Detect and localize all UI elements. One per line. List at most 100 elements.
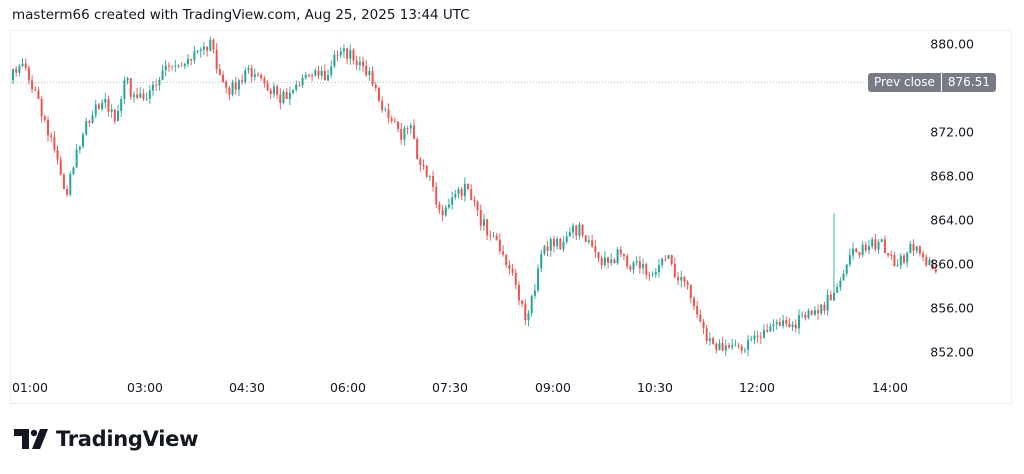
candle-body <box>272 86 275 94</box>
candle-body <box>899 255 902 266</box>
candle <box>508 260 511 275</box>
candle <box>661 257 664 269</box>
candle <box>202 42 205 55</box>
candle-body <box>333 55 336 67</box>
candle-body <box>158 79 161 86</box>
candle <box>113 108 116 125</box>
candle-body <box>285 91 288 99</box>
candle <box>43 114 46 123</box>
candle <box>858 251 861 259</box>
candle-body <box>667 255 670 259</box>
candle-body <box>164 65 167 71</box>
candle-body <box>912 243 915 251</box>
candle-body <box>817 310 820 314</box>
candle <box>880 238 883 243</box>
candle-body <box>836 287 839 293</box>
chart-pane[interactable] <box>10 30 1012 404</box>
candle <box>320 66 323 80</box>
candle-body <box>546 246 549 251</box>
candle <box>883 235 886 254</box>
candle-body <box>896 265 899 267</box>
candle-body <box>642 264 645 269</box>
candle <box>336 50 339 62</box>
candle <box>428 174 431 182</box>
candle-body <box>85 121 88 135</box>
candle-body <box>132 94 135 97</box>
candle-body <box>330 66 333 76</box>
candle-body <box>428 176 431 177</box>
candle-body <box>288 92 291 99</box>
candle-body <box>454 193 457 198</box>
candle <box>756 331 759 343</box>
candle <box>467 183 470 190</box>
candle-body <box>858 252 861 256</box>
candle-body <box>801 314 804 316</box>
candle-body <box>346 48 349 59</box>
candle <box>365 59 368 78</box>
candle <box>241 74 244 85</box>
candle <box>78 145 81 154</box>
candle-body <box>339 51 342 56</box>
candle <box>406 126 409 135</box>
candle <box>444 205 447 217</box>
candle <box>314 68 317 77</box>
candle <box>355 55 358 70</box>
candle-body <box>737 345 740 347</box>
candle <box>629 264 632 273</box>
candle <box>222 70 225 84</box>
candle <box>540 249 543 273</box>
candle <box>381 96 384 113</box>
candle-body <box>276 86 279 95</box>
candle-body <box>603 257 606 266</box>
candle-body <box>266 83 269 91</box>
candle <box>110 104 113 118</box>
candle-body <box>657 265 660 273</box>
candle <box>470 184 473 201</box>
candle-body <box>486 219 489 236</box>
candle <box>778 317 781 327</box>
tradingview-logo[interactable]: TradingView <box>14 427 198 451</box>
candle-body <box>505 254 508 266</box>
candle <box>132 91 135 103</box>
candle-body <box>594 246 597 252</box>
candle-body <box>441 210 444 216</box>
candle <box>454 189 457 200</box>
candle <box>177 63 180 68</box>
candle <box>21 58 24 68</box>
candle-body <box>371 71 374 85</box>
candle-body <box>94 104 97 116</box>
candle <box>654 267 657 279</box>
candle-body <box>600 258 603 266</box>
candle <box>610 253 613 266</box>
candle <box>75 144 78 168</box>
y-tick-label: 868.00 <box>930 168 974 184</box>
x-tick-label: 09:00 <box>534 380 572 395</box>
candle-body <box>479 210 482 226</box>
candle-body <box>524 303 527 321</box>
candle-body <box>823 304 826 311</box>
candle-body <box>638 261 641 269</box>
candle-body <box>110 109 113 112</box>
candle <box>572 223 575 239</box>
candle-body <box>304 74 307 78</box>
candle <box>871 236 874 249</box>
candle <box>788 317 791 328</box>
candle-body <box>218 69 221 75</box>
y-tick-label: 880.00 <box>930 36 974 52</box>
candle-body <box>21 63 24 66</box>
candle-body <box>645 264 648 275</box>
candle <box>231 79 234 97</box>
candle <box>237 78 240 97</box>
candle-body <box>692 298 695 307</box>
x-tick-label: 10:30 <box>636 380 674 395</box>
candle-body <box>82 134 85 147</box>
candle <box>304 71 307 80</box>
candle <box>537 264 540 293</box>
candle-body <box>775 322 778 325</box>
candle-body <box>467 183 470 190</box>
candle <box>66 185 69 198</box>
candle-body <box>228 87 231 95</box>
candle <box>50 132 53 142</box>
candle <box>556 236 559 250</box>
